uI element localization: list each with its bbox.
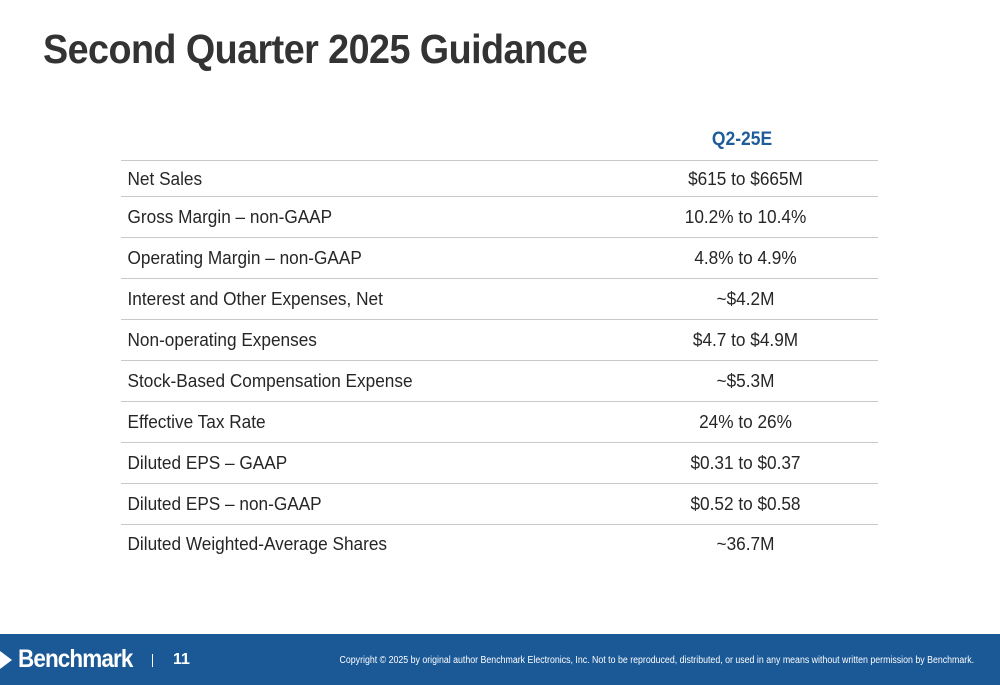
row-value: $615 to $665M <box>688 167 803 189</box>
row-value: 4.8% to 4.9% <box>694 247 797 268</box>
row-value: ~36.7M <box>716 533 775 554</box>
table-row: Gross Margin – non-GAAP 10.2% to 10.4% <box>121 197 878 238</box>
row-label: Stock-Based Compensation Expense <box>127 370 413 391</box>
row-value: ~$5.3M <box>716 370 775 391</box>
benchmark-logo: Benchmark <box>18 645 133 673</box>
footer-bar: Benchmark 11 Copyright © 2025 by origina… <box>0 634 1000 685</box>
row-label: Gross Margin – non-GAAP <box>127 206 333 227</box>
table-row: Non-operating Expenses $4.7 to $4.9M <box>121 320 878 361</box>
row-label: Non-operating Expenses <box>127 329 317 350</box>
row-label: Diluted EPS – non-GAAP <box>127 493 322 514</box>
row-label: Operating Margin – non-GAAP <box>127 247 362 268</box>
table-row: Effective Tax Rate 24% to 26% <box>121 402 878 443</box>
table-row: Diluted Weighted-Average Shares ~36.7M <box>121 525 878 563</box>
table-row: Diluted EPS – non-GAAP $0.52 to $0.58 <box>121 484 878 525</box>
row-value: ~$4.2M <box>716 288 775 309</box>
row-label: Diluted EPS – GAAP <box>127 452 288 473</box>
triangle-play-icon <box>0 651 12 669</box>
row-value: $0.31 to $0.37 <box>690 452 801 473</box>
row-label: Effective Tax Rate <box>127 411 266 432</box>
table-row: Diluted EPS – GAAP $0.31 to $0.37 <box>121 443 878 484</box>
copyright-notice: Copyright © 2025 by original author Benc… <box>339 655 974 666</box>
page-number: 11 <box>173 651 190 668</box>
table-row: Net Sales $615 to $665M <box>121 161 878 197</box>
row-value: 10.2% to 10.4% <box>684 206 807 227</box>
row-value: $4.7 to $4.9M <box>692 329 799 350</box>
row-label: Interest and Other Expenses, Net <box>127 288 383 309</box>
page-title: Second Quarter 2025 Guidance <box>43 26 588 72</box>
row-label: Net Sales <box>127 167 203 189</box>
guidance-table: Net Sales $615 to $665M Gross Margin – n… <box>121 160 878 563</box>
row-value: 24% to 26% <box>699 411 792 432</box>
column-header-q2-25e: Q2-25E <box>711 129 773 150</box>
footer-divider <box>152 654 153 667</box>
row-label: Diluted Weighted-Average Shares <box>127 533 388 554</box>
table-row: Stock-Based Compensation Expense ~$5.3M <box>121 361 878 402</box>
table-row: Interest and Other Expenses, Net ~$4.2M <box>121 279 878 320</box>
table-row: Operating Margin – non-GAAP 4.8% to 4.9% <box>121 238 878 279</box>
row-value: $0.52 to $0.58 <box>690 493 801 514</box>
